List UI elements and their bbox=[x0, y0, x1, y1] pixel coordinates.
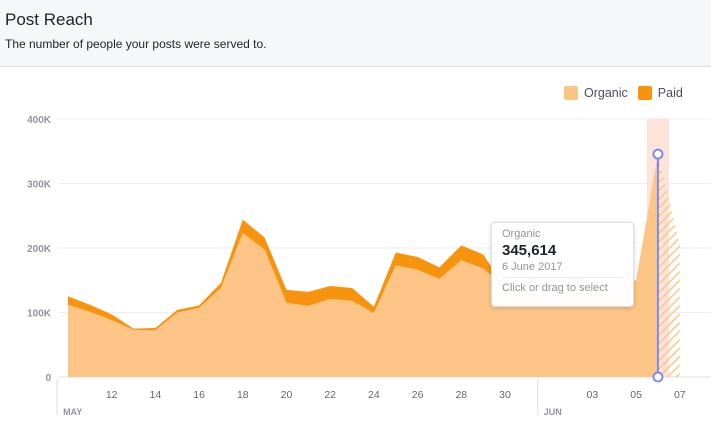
legend-swatch-paid bbox=[637, 86, 652, 100]
x-tick-label: 12 bbox=[106, 389, 118, 401]
tooltip-series-name: Organic bbox=[502, 228, 541, 240]
chart-tooltip: Organic 345,614 6 June 2017 Click or dra… bbox=[491, 222, 634, 307]
selected-baseline-marker bbox=[652, 371, 664, 383]
y-tick-label: 200K bbox=[27, 244, 52, 255]
x-tick-label: 22 bbox=[324, 389, 336, 401]
legend-swatch-organic bbox=[564, 86, 578, 100]
legend-label-organic: Organic bbox=[584, 86, 628, 100]
x-tick-label: 03 bbox=[587, 389, 599, 401]
tooltip-value: 345,614 bbox=[502, 242, 557, 259]
series-area-organic bbox=[68, 154, 658, 377]
x-tick-label: 18 bbox=[237, 389, 249, 401]
chart-legend: Organic Paid bbox=[564, 86, 683, 100]
x-tick-label: 05 bbox=[630, 389, 642, 401]
x-tick-label: 07 bbox=[674, 389, 686, 401]
x-tick-label: 30 bbox=[499, 389, 511, 401]
legend-label-paid: Paid bbox=[657, 86, 683, 100]
y-tick-label: 300K bbox=[27, 180, 52, 191]
y-tick-label: 400K bbox=[27, 115, 52, 126]
selected-point-marker bbox=[652, 148, 664, 160]
page-title: Post Reach bbox=[5, 10, 93, 29]
tooltip-date: 6 June 2017 bbox=[502, 261, 623, 278]
x-tick-label: 24 bbox=[368, 389, 380, 401]
tooltip-hint: Click or drag to select bbox=[502, 282, 608, 294]
x-tick-label: 14 bbox=[150, 389, 162, 401]
y-tick-label: 0 bbox=[45, 373, 51, 384]
x-tick-label: 16 bbox=[193, 389, 205, 401]
x-tick-label: 28 bbox=[455, 389, 467, 401]
series-area-organic-forecast bbox=[657, 154, 680, 377]
page-subtitle: The number of people your posts were ser… bbox=[5, 37, 267, 51]
month-label: MAY bbox=[63, 407, 82, 417]
legend-item-paid[interactable]: Paid bbox=[637, 86, 683, 100]
legend-item-organic[interactable]: Organic bbox=[564, 86, 628, 100]
page-header: Post Reach The number of people your pos… bbox=[0, 0, 711, 67]
x-tick-label: 20 bbox=[281, 389, 293, 401]
y-tick-label: 100K bbox=[27, 309, 52, 320]
month-label: JUN bbox=[544, 407, 562, 417]
x-tick-label: 26 bbox=[412, 389, 424, 401]
